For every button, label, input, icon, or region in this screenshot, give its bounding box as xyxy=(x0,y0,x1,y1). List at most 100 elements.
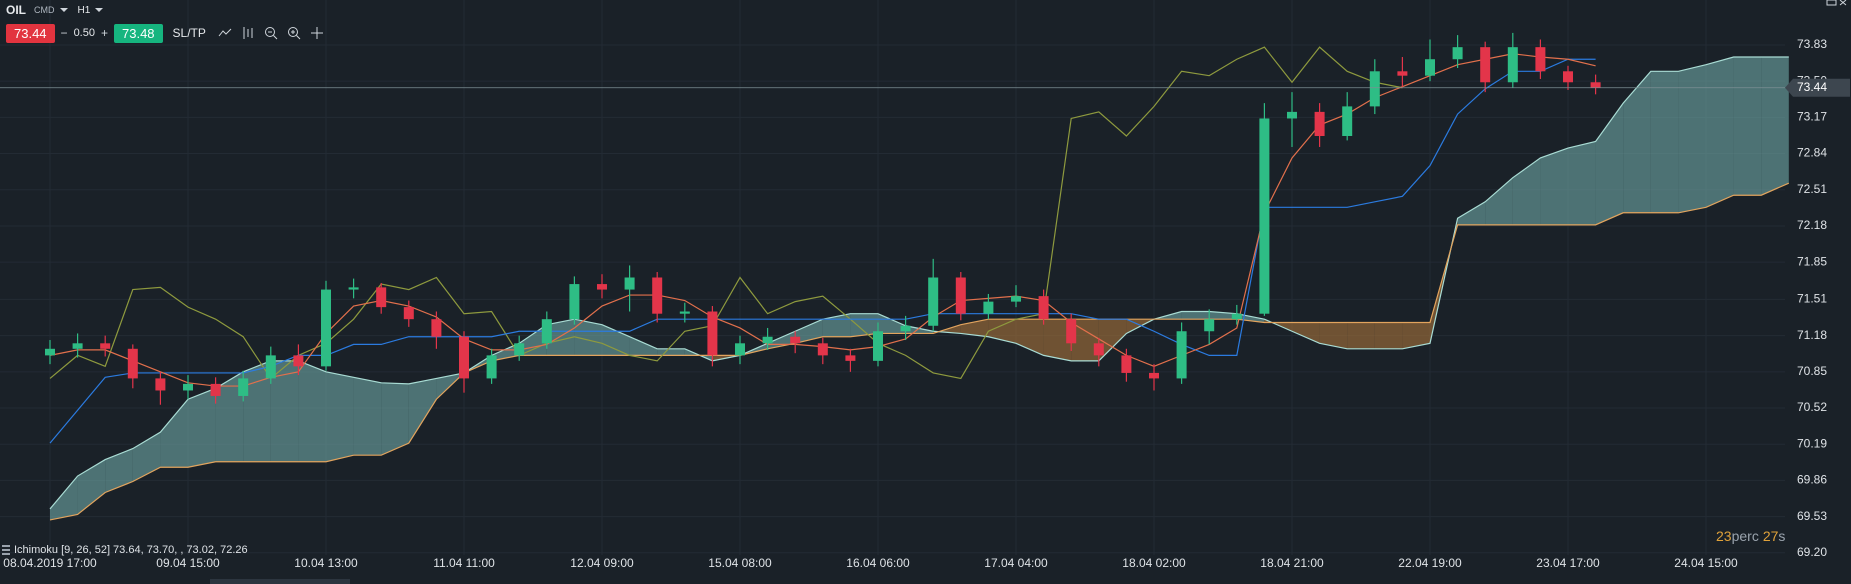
candle-body xyxy=(790,336,801,344)
x-tick-label: 11.04 11:00 xyxy=(433,556,495,570)
timer-seconds: 27 xyxy=(1763,528,1779,544)
candle-body xyxy=(1121,355,1132,373)
candle-body xyxy=(983,301,994,314)
scrollbar[interactable] xyxy=(210,579,350,584)
candle-body xyxy=(127,348,138,379)
maximize-button[interactable] xyxy=(1826,0,1837,6)
cloud-segment xyxy=(1485,177,1513,225)
x-tick-label: 17.04 04:00 xyxy=(984,556,1048,570)
cloud-segment xyxy=(1540,148,1568,225)
candle-body xyxy=(238,378,249,396)
cloud-segment xyxy=(1347,322,1375,349)
candle-body xyxy=(100,343,111,349)
candle-body xyxy=(45,348,55,356)
candle-body xyxy=(1590,82,1601,88)
minus-button[interactable]: − xyxy=(60,26,68,40)
candle-body xyxy=(431,319,442,337)
candle-body xyxy=(1535,47,1546,72)
candle-body xyxy=(1397,71,1408,76)
candle-body xyxy=(1149,372,1159,379)
candle-body xyxy=(707,311,718,356)
x-tick-label: 23.04 17:00 xyxy=(1536,556,1600,570)
icon-bar xyxy=(2,545,10,547)
close-button[interactable] xyxy=(1839,0,1847,6)
cloud-segment xyxy=(298,360,326,462)
market-dropdown[interactable] xyxy=(59,8,68,12)
candle-body xyxy=(652,277,663,314)
timer: 23perc 27s xyxy=(1716,528,1785,544)
candle-body xyxy=(514,343,525,356)
volume[interactable]: 0.50 xyxy=(73,27,95,39)
plus-button[interactable]: + xyxy=(100,26,108,40)
indicator-icon[interactable] xyxy=(2,545,10,555)
cloud-segment xyxy=(1319,322,1348,349)
candle-body xyxy=(541,319,552,344)
candle-body xyxy=(403,307,414,320)
cloud-segment xyxy=(1098,319,1127,361)
cloud-segment xyxy=(546,319,575,356)
crosshair-icon[interactable] xyxy=(310,26,324,40)
candle-body xyxy=(845,355,856,361)
zoom-in-icon[interactable] xyxy=(287,26,301,40)
cloud-segment xyxy=(1402,322,1430,349)
candle-body xyxy=(1480,47,1491,83)
line-chart-icon[interactable] xyxy=(218,26,232,40)
candle-body xyxy=(1093,343,1104,356)
y-tick-label: 73.17 xyxy=(1797,110,1827,124)
candle-body xyxy=(1066,319,1077,344)
buy-button[interactable]: 73.48 xyxy=(114,23,163,43)
cloud-segment xyxy=(602,324,630,356)
timeframe-dropdown[interactable] xyxy=(95,8,104,12)
candle-body xyxy=(873,331,883,361)
cloud-segment xyxy=(381,382,409,456)
cloud-segment xyxy=(1043,319,1072,361)
cloud-segment xyxy=(408,378,437,444)
indicator-line xyxy=(49,58,1596,444)
candle-body xyxy=(72,343,83,349)
candle-body xyxy=(1563,71,1573,83)
timeframe[interactable]: H1 xyxy=(77,4,91,16)
symbol: OIL xyxy=(6,3,26,17)
y-tick-label: 70.19 xyxy=(1797,436,1827,450)
cloud-segment xyxy=(988,319,1016,344)
cloud-segment xyxy=(1181,311,1210,320)
candle-body xyxy=(1342,106,1353,137)
cloud-segment xyxy=(243,360,271,462)
candle-body xyxy=(735,343,745,356)
cloud-segment xyxy=(519,324,547,356)
candle-body xyxy=(265,355,276,379)
cloud-segment xyxy=(1678,64,1706,213)
candle-body xyxy=(1231,313,1242,320)
indicator-icon[interactable] xyxy=(241,26,255,40)
y-tick-label: 69.20 xyxy=(1797,545,1827,559)
candle-body xyxy=(486,355,497,379)
icon-shape xyxy=(267,31,278,40)
cloud-segment xyxy=(1568,141,1596,225)
icon-shape xyxy=(243,27,253,39)
candle-body xyxy=(1038,296,1049,320)
icon-shape xyxy=(290,30,301,40)
candle-body xyxy=(624,277,635,290)
y-tick-label: 69.53 xyxy=(1797,509,1827,523)
candle-body xyxy=(762,336,773,344)
trade-row: 73.44 − 0.50 + 73.48 SL/TP xyxy=(6,23,324,43)
zoom-out-icon[interactable] xyxy=(264,26,278,40)
candle-body xyxy=(1369,71,1380,107)
cloud-segment xyxy=(574,319,602,356)
x-tick-label: 24.04 15:00 xyxy=(1674,556,1738,570)
candle-body xyxy=(597,284,607,290)
indicator-label: Ichimoku [9, 26, 52] 73.64, 73.70, , 73.… xyxy=(14,544,248,556)
x-tick-label: 18.04 02:00 xyxy=(1122,556,1186,570)
cloud-segment xyxy=(353,377,382,456)
candle-body xyxy=(321,289,331,367)
candle-body xyxy=(928,277,939,326)
icon-bar xyxy=(2,553,10,555)
candle-body xyxy=(210,383,221,396)
candle-body xyxy=(1011,296,1021,302)
y-tick-label: 72.51 xyxy=(1797,182,1827,196)
cloud-segment xyxy=(1595,103,1624,225)
sltp-button[interactable]: SL/TP xyxy=(172,26,206,40)
market: CMD xyxy=(34,5,55,15)
sell-button[interactable]: 73.44 xyxy=(6,23,55,43)
